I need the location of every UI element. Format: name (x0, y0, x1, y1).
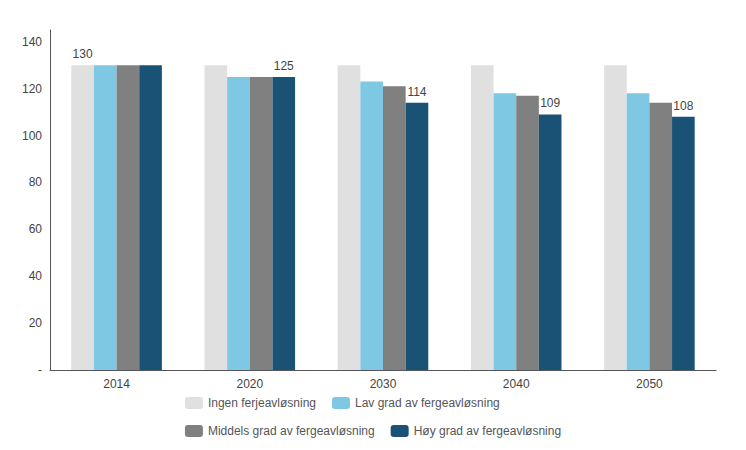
svg-text:2020: 2020 (236, 377, 263, 391)
svg-text:Ingen ferjeavløsning: Ingen ferjeavløsning (208, 396, 316, 410)
svg-text:114: 114 (407, 85, 426, 99)
svg-text:60: 60 (29, 222, 43, 236)
svg-text:2050: 2050 (636, 377, 663, 391)
svg-text:2030: 2030 (370, 377, 397, 391)
svg-text:140: 140 (22, 35, 42, 49)
svg-text:108: 108 (673, 99, 693, 113)
svg-text:125: 125 (274, 59, 294, 73)
svg-text:130: 130 (73, 47, 93, 61)
svg-text:40: 40 (29, 269, 43, 283)
svg-text:109: 109 (540, 96, 560, 110)
svg-text:100: 100 (22, 129, 42, 143)
svg-text:Høy grad av fergeavløsning: Høy grad av fergeavløsning (414, 424, 561, 438)
svg-text:Lav grad av fergeavløsning: Lav grad av fergeavløsning (355, 396, 500, 410)
svg-text:Middels grad av fergeavløsning: Middels grad av fergeavløsning (208, 424, 375, 438)
svg-text:120: 120 (22, 82, 42, 96)
svg-text:2014: 2014 (103, 377, 130, 391)
svg-text:-: - (38, 363, 42, 377)
svg-text:80: 80 (29, 175, 43, 189)
svg-text:20: 20 (29, 316, 43, 330)
svg-text:2040: 2040 (503, 377, 530, 391)
